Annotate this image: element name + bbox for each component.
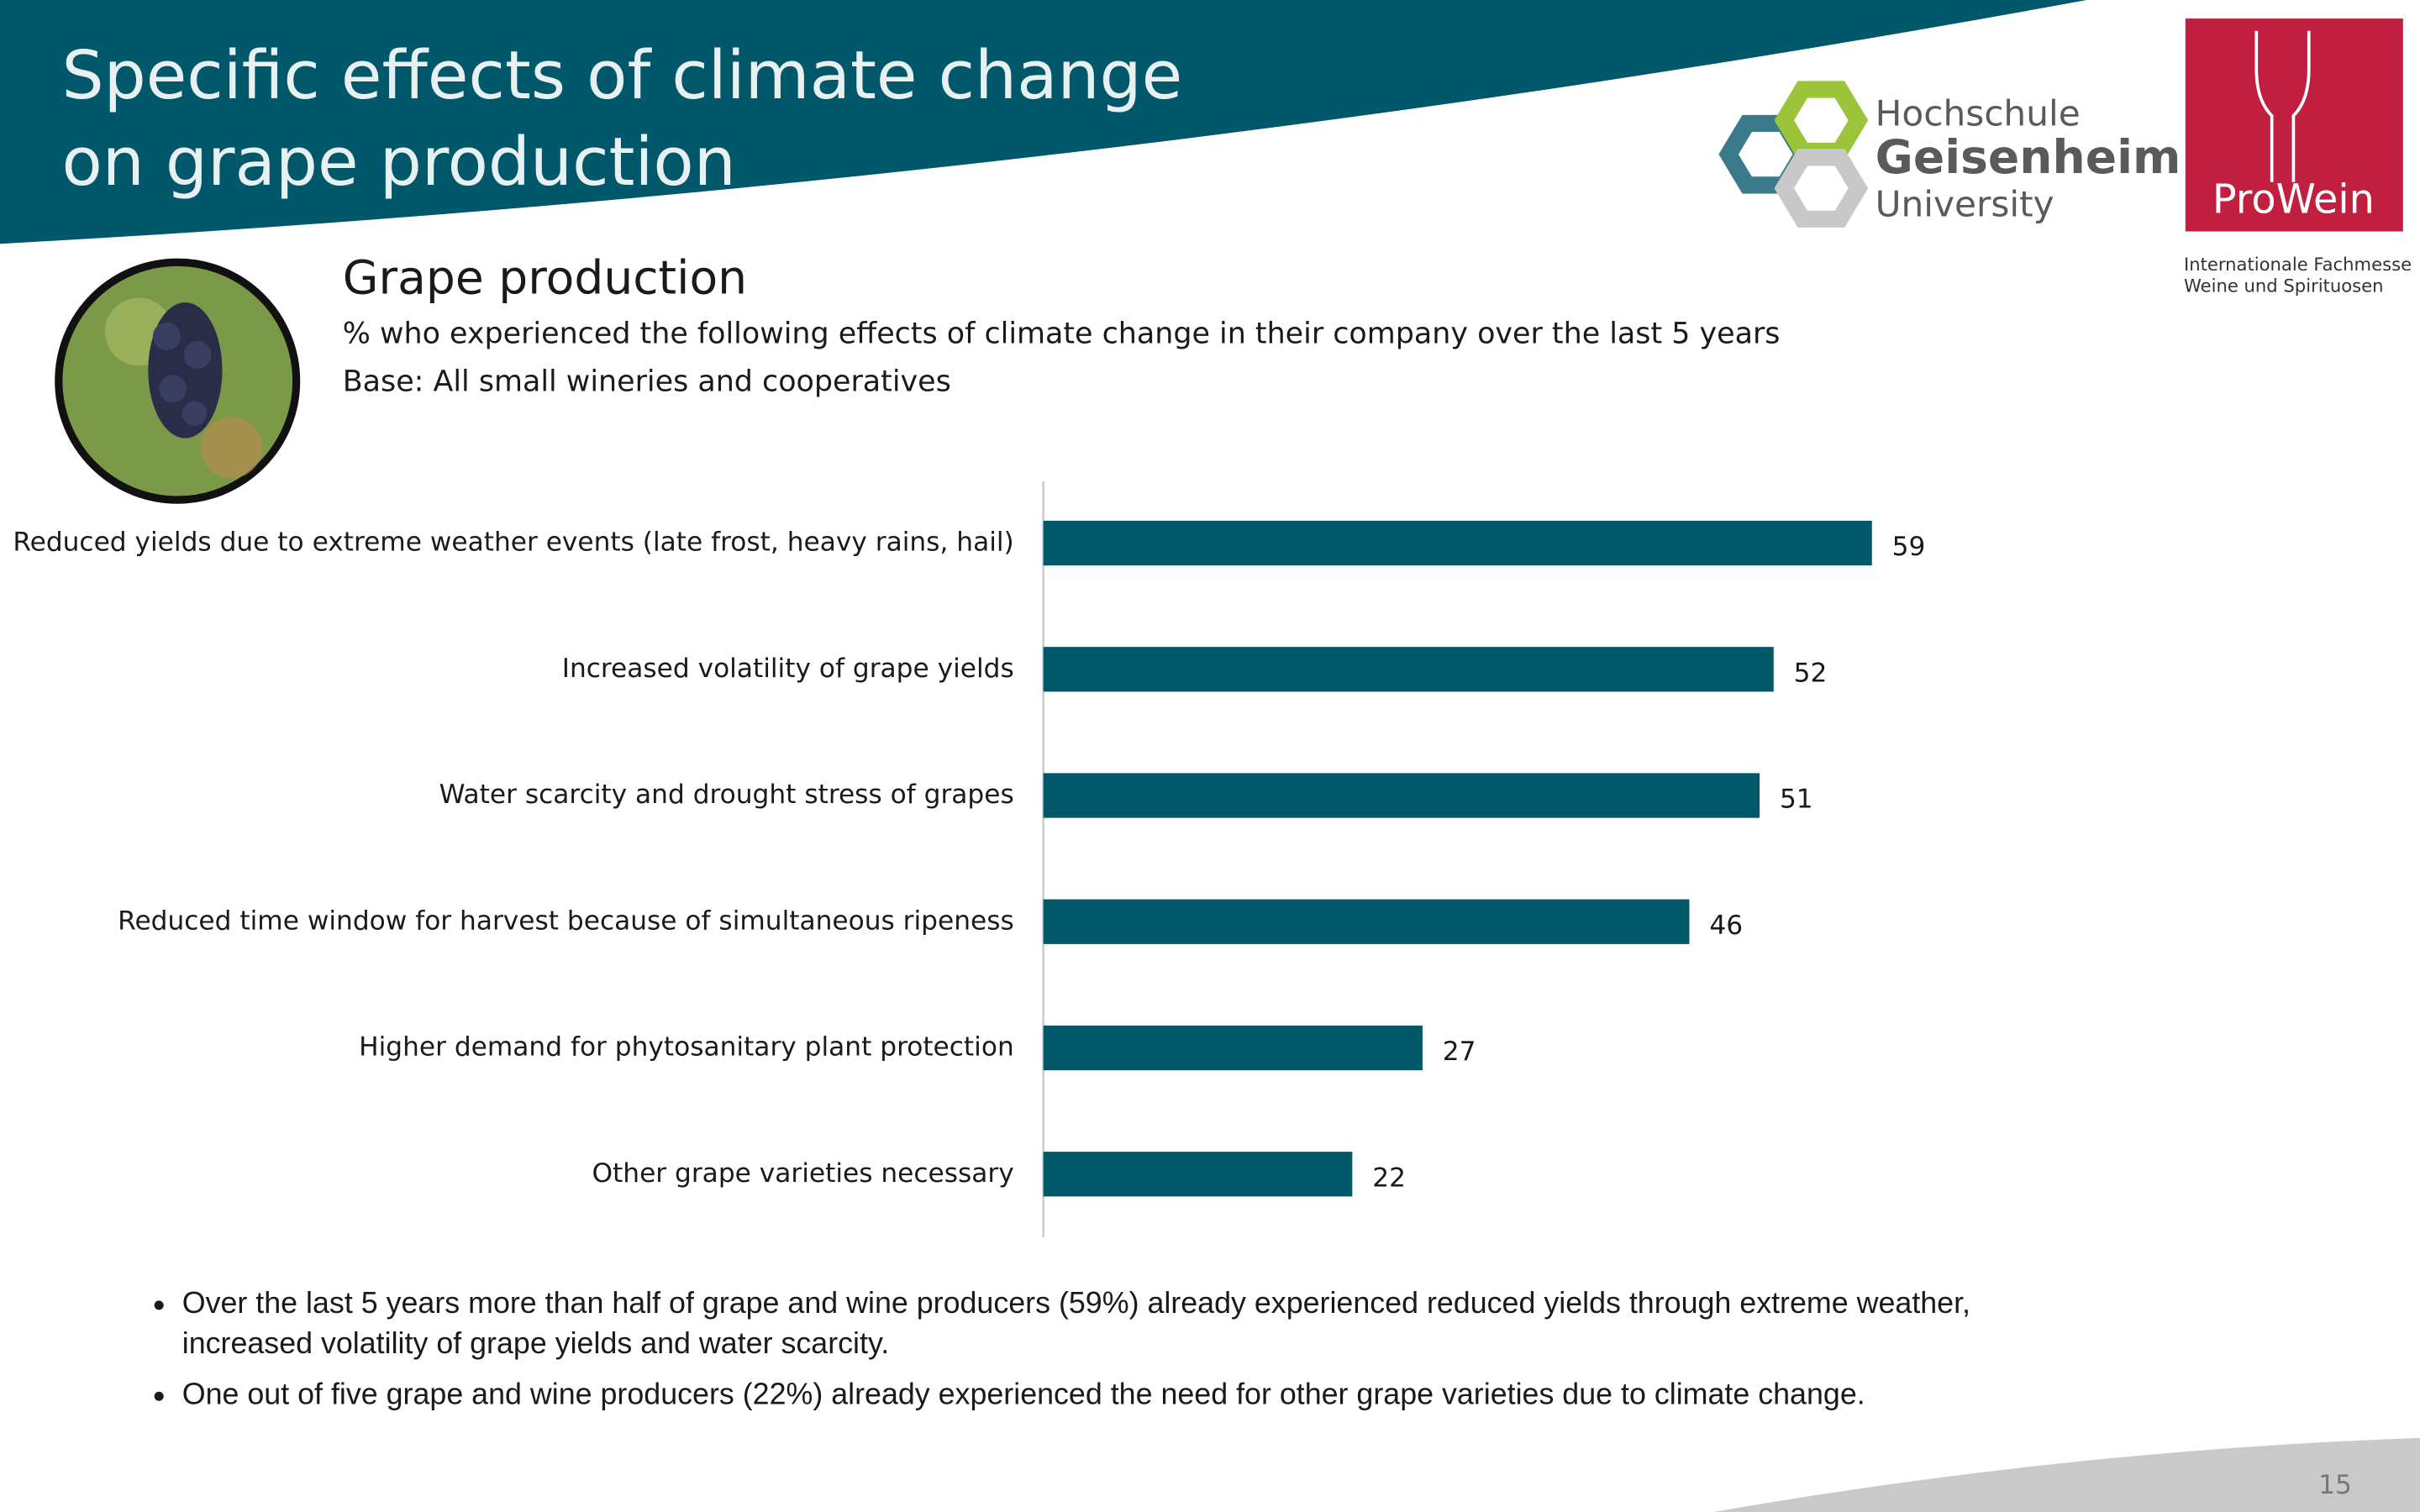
value-label: 46 [1709, 911, 1743, 941]
bar [1043, 773, 1760, 818]
value-label: 22 [1372, 1163, 1406, 1193]
category-label: Other grape varieties necessary [592, 1158, 1013, 1189]
logo-text: ProWein [2212, 177, 2375, 223]
logo-text: Hochschule [1876, 92, 2081, 134]
bar [1043, 1025, 1423, 1071]
chart-subtitle: % who experienced the following effects … [343, 318, 1781, 351]
grape-photo [55, 258, 301, 504]
page-number: 15 [2318, 1470, 2352, 1500]
bar [1043, 1152, 1353, 1197]
slide-title: on grape production [61, 123, 735, 201]
chart-title: Grape production [343, 250, 747, 304]
value-label: 52 [1794, 658, 1828, 688]
bar [1043, 647, 1774, 692]
logo-text: Geisenheim [1876, 130, 2181, 184]
value-label: 59 [1892, 532, 1926, 562]
category-label: Increased volatility of grape yields [562, 654, 1014, 684]
chart-base: Base: All small wineries and cooperative… [343, 365, 951, 399]
category-label: Higher demand for phytosanitary plant pr… [359, 1032, 1014, 1063]
bullet-list: Over the last 5 years more than half of … [136, 1284, 2081, 1415]
category-label: Reduced time window for harvest because … [118, 906, 1014, 936]
bar [1043, 520, 1872, 566]
bar [1043, 899, 1690, 944]
category-label: Water scarcity and drought stress of gra… [439, 780, 1014, 810]
value-label: 27 [1443, 1037, 1476, 1067]
logo-tagline: Weine und Spirituosen [2184, 276, 2384, 297]
bullets: Over the last 5 years more than half of … [136, 1284, 2081, 1438]
logo-tagline: Internationale Fachmesse [2184, 254, 2412, 275]
university-logo: Hochschule Geisenheim University [1718, 81, 2181, 228]
slide-title: Specific effects of climate change [61, 37, 1182, 114]
category-label: Reduced yields due to extreme weather ev… [13, 528, 1013, 558]
footer-band [1712, 1437, 2420, 1512]
logo-text: University [1876, 184, 2054, 225]
bullet: One out of five grape and wine producers… [182, 1375, 2081, 1415]
fair-logo: ProWein Internationale Fachmesse Weine u… [2184, 18, 2412, 297]
value-label: 51 [1780, 785, 1813, 815]
header-band [0, 0, 2087, 244]
bullet: Over the last 5 years more than half of … [182, 1284, 2081, 1364]
